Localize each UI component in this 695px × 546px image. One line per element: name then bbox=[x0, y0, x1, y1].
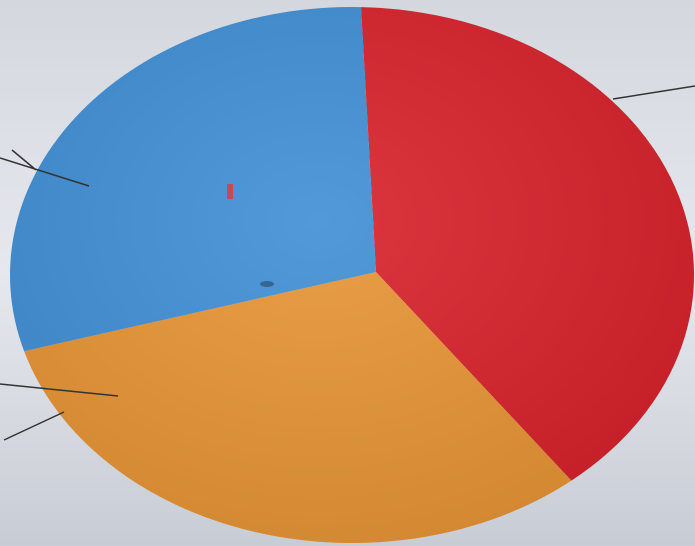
smudge-mark bbox=[260, 281, 274, 287]
leader-line-red bbox=[612, 85, 695, 100]
lighting-overlay bbox=[10, 7, 694, 543]
small-marker bbox=[227, 184, 233, 199]
leader-line-orange-2 bbox=[3, 411, 65, 441]
leader-line-blue bbox=[0, 157, 90, 187]
leader-lines bbox=[0, 85, 695, 441]
leader-line-blue-2 bbox=[11, 149, 37, 171]
leader-line-orange bbox=[0, 383, 119, 397]
